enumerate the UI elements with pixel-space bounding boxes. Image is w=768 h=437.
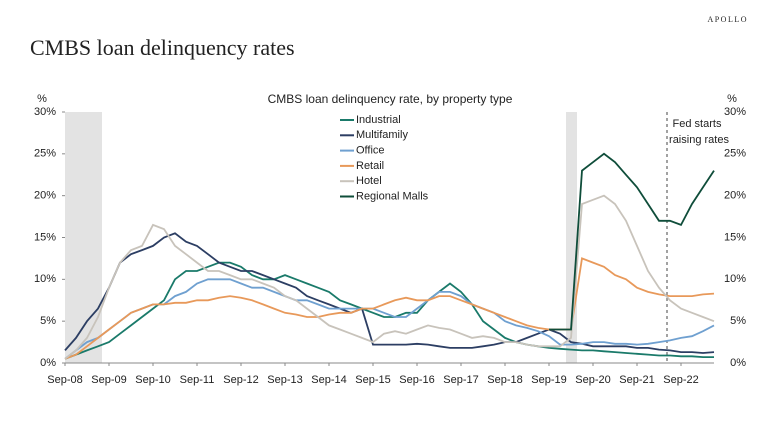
series-line bbox=[549, 152, 715, 331]
y-tick-label: 25% bbox=[34, 148, 56, 160]
x-tick-label: Sep-13 bbox=[267, 374, 302, 386]
x-tick-label: Sep-22 bbox=[663, 374, 698, 386]
page-heading: CMBS loan delinquency rates bbox=[30, 35, 295, 60]
legend-label: Multifamily bbox=[356, 129, 408, 141]
y2-tick-label: 25% bbox=[724, 148, 746, 160]
y-tick-label: 15% bbox=[34, 231, 56, 243]
y2-tick-label: 20% bbox=[724, 190, 746, 202]
legend-label: Regional Malls bbox=[356, 190, 429, 202]
y-tick-label: 30% bbox=[34, 106, 56, 118]
x-tick-label: Sep-21 bbox=[619, 374, 654, 386]
y-tick-label: 5% bbox=[40, 315, 56, 327]
legend-label: Hotel bbox=[356, 175, 382, 187]
y-tick-label: 0% bbox=[40, 357, 56, 369]
x-tick-label: Sep-10 bbox=[135, 374, 170, 386]
y2-tick-label: 15% bbox=[724, 231, 746, 243]
y2-tick-label: 10% bbox=[724, 273, 746, 285]
x-tick-label: Sep-17 bbox=[443, 374, 478, 386]
y2-tick-label: 30% bbox=[724, 106, 746, 118]
x-tick-label: Sep-20 bbox=[575, 374, 610, 386]
series-line bbox=[64, 261, 714, 360]
x-tick-label: Sep-18 bbox=[487, 374, 522, 386]
chart-title: CMBS loan delinquency rate, by property … bbox=[268, 92, 513, 106]
x-tick-label: Sep-11 bbox=[180, 374, 215, 386]
x-tick-label: Sep-19 bbox=[531, 374, 566, 386]
y2-tick-label: 0% bbox=[730, 357, 746, 369]
y2-tick-label: 5% bbox=[730, 315, 746, 327]
annotation: Fed starts bbox=[673, 118, 722, 130]
recession-shade bbox=[566, 112, 577, 363]
legend-label: Industrial bbox=[356, 114, 401, 126]
series-line bbox=[64, 257, 715, 360]
x-tick-label: Sep-14 bbox=[311, 374, 346, 386]
brand: APOLLO bbox=[707, 15, 748, 24]
series-line bbox=[64, 232, 715, 354]
x-tick-label: Sep-08 bbox=[47, 374, 82, 386]
legend-label: Office bbox=[356, 145, 385, 157]
series-line bbox=[64, 194, 715, 360]
y-tick-label: 10% bbox=[34, 273, 56, 285]
y2-unit: % bbox=[727, 93, 737, 105]
x-tick-label: Sep-12 bbox=[223, 374, 258, 386]
y-unit: % bbox=[37, 93, 47, 105]
x-tick-label: Sep-09 bbox=[91, 374, 126, 386]
x-tick-label: Sep-16 bbox=[399, 374, 434, 386]
series-line bbox=[64, 278, 715, 360]
legend-label: Retail bbox=[356, 160, 384, 172]
y-tick-label: 20% bbox=[34, 190, 56, 202]
annotation: raising rates bbox=[669, 134, 729, 146]
x-tick-label: Sep-15 bbox=[355, 374, 390, 386]
